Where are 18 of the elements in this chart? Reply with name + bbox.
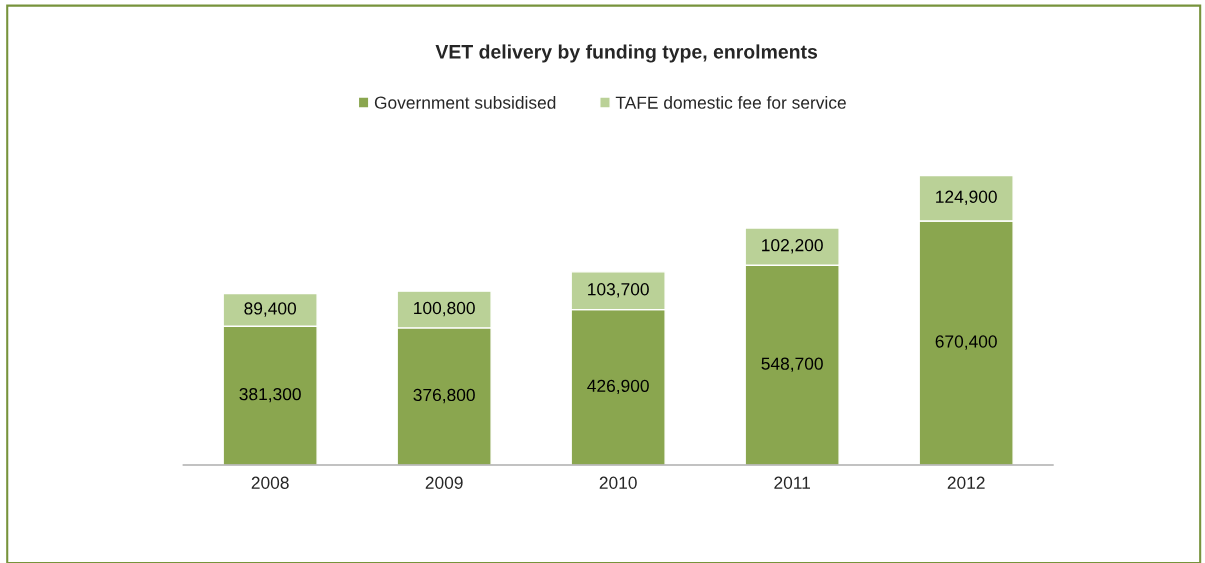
data-label: 670,400 xyxy=(935,335,997,350)
data-label: 124,900 xyxy=(936,190,997,205)
data-label: 548,700 xyxy=(761,357,823,372)
x-tick-label: 2012 xyxy=(947,476,985,489)
x-tick-label: 2010 xyxy=(599,476,637,489)
data-label: 376,800 xyxy=(413,388,475,404)
x-tick-label: 2011 xyxy=(774,476,810,489)
data-label: 426,900 xyxy=(587,379,649,395)
data-label: 100,800 xyxy=(414,301,475,317)
data-label: 381,300 xyxy=(239,388,301,403)
data-label: 103,700 xyxy=(588,283,649,298)
chart-title: VET delivery by funding type, enrolments xyxy=(435,44,818,63)
data-label: 89,400 xyxy=(244,302,297,317)
x-tick-label: 2009 xyxy=(425,476,463,489)
x-tick-label: 2008 xyxy=(251,476,289,489)
legend-label: Government subsidised xyxy=(374,96,556,109)
legend-label: TAFE domestic fee for service xyxy=(615,96,846,109)
data-label: 102,200 xyxy=(762,239,823,254)
